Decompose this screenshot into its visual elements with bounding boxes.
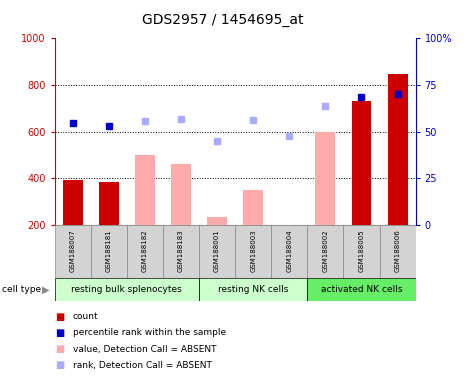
- Text: GDS2957 / 1454695_at: GDS2957 / 1454695_at: [142, 13, 304, 27]
- Bar: [388, 74, 408, 225]
- Text: GSM188183: GSM188183: [178, 229, 184, 272]
- Text: GSM188006: GSM188006: [395, 229, 400, 272]
- Text: ▶: ▶: [42, 285, 49, 295]
- Text: GSM188005: GSM188005: [359, 229, 364, 271]
- Text: rank, Detection Call = ABSENT: rank, Detection Call = ABSENT: [73, 361, 211, 370]
- Bar: [199, 278, 307, 301]
- Text: GSM188003: GSM188003: [250, 229, 256, 272]
- Text: GSM188182: GSM188182: [142, 229, 148, 271]
- Bar: [352, 101, 371, 225]
- Text: ■: ■: [55, 344, 64, 354]
- Bar: [199, 225, 235, 278]
- Text: percentile rank within the sample: percentile rank within the sample: [73, 328, 226, 338]
- Bar: [63, 180, 83, 225]
- Text: GSM188007: GSM188007: [70, 229, 76, 272]
- Bar: [235, 225, 271, 278]
- Text: resting NK cells: resting NK cells: [218, 285, 288, 294]
- Text: GSM188004: GSM188004: [286, 229, 292, 271]
- Bar: [343, 225, 380, 278]
- Text: cell type: cell type: [2, 285, 41, 295]
- Bar: [99, 182, 119, 225]
- Bar: [207, 217, 227, 225]
- Text: GSM188002: GSM188002: [323, 229, 328, 271]
- Text: GSM188181: GSM188181: [106, 229, 112, 272]
- Bar: [315, 132, 335, 225]
- Bar: [127, 225, 163, 278]
- Text: ■: ■: [55, 328, 64, 338]
- Bar: [307, 278, 416, 301]
- Text: ■: ■: [55, 360, 64, 370]
- Bar: [91, 225, 127, 278]
- Text: resting bulk splenocytes: resting bulk splenocytes: [71, 285, 182, 294]
- Bar: [135, 155, 155, 225]
- Bar: [55, 225, 91, 278]
- Bar: [55, 278, 199, 301]
- Text: activated NK cells: activated NK cells: [321, 285, 402, 294]
- Text: count: count: [73, 312, 98, 321]
- Bar: [243, 190, 263, 225]
- Bar: [171, 164, 191, 225]
- Bar: [307, 225, 343, 278]
- Bar: [380, 225, 416, 278]
- Text: ■: ■: [55, 312, 64, 322]
- Text: value, Detection Call = ABSENT: value, Detection Call = ABSENT: [73, 344, 216, 354]
- Bar: [163, 225, 199, 278]
- Text: GSM188001: GSM188001: [214, 229, 220, 272]
- Bar: [271, 225, 307, 278]
